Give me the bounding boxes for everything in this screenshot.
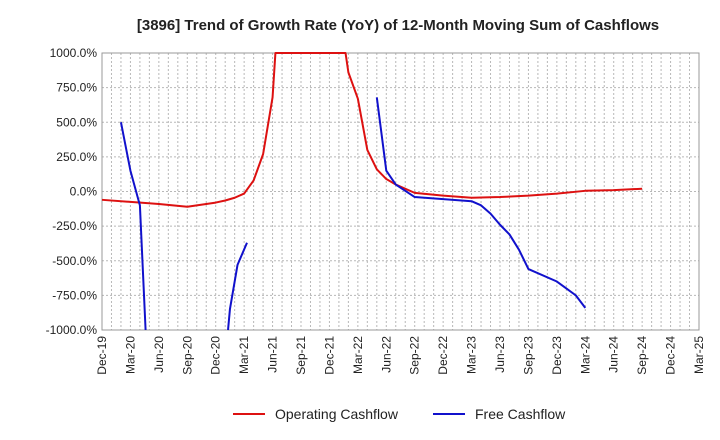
legend: Operating Cashflow Free Cashflow [233, 406, 566, 422]
y-tick-label: -250.0% [52, 219, 97, 233]
y-tick-label: 1000.0% [50, 46, 98, 60]
x-tick-label: Dec-22 [436, 336, 450, 375]
x-tick-label: Sep-20 [180, 336, 194, 375]
x-tick-label: Jun-20 [152, 336, 166, 373]
x-tick-label: Jun-24 [607, 336, 621, 373]
x-tick-label: Mar-22 [351, 336, 365, 374]
x-tick-label: Mar-23 [465, 336, 479, 374]
operating-cashflow-line [101, 52, 643, 208]
x-tick-label: Sep-23 [521, 336, 535, 375]
x-tick-label: Dec-19 [95, 336, 109, 375]
x-tick-label: Mar-25 [692, 336, 706, 374]
legend-label-free: Free Cashflow [475, 406, 566, 422]
x-tick-label: Mar-21 [237, 336, 251, 374]
y-tick-label: -750.0% [52, 288, 97, 302]
free-cashflow-line [119, 122, 147, 331]
x-tick-label: Jun-22 [379, 336, 393, 373]
y-tick-label: 750.0% [56, 81, 97, 95]
chart-title: [3896] Trend of Growth Rate (YoY) of 12-… [137, 17, 659, 34]
x-tick-label: Jun-21 [266, 336, 280, 373]
legend-label-operating: Operating Cashflow [275, 406, 399, 422]
x-tick-label: Dec-23 [550, 336, 564, 375]
y-tick-label: 0.0% [70, 185, 98, 199]
y-tick-label: -500.0% [52, 254, 97, 268]
x-tick-label: Dec-21 [322, 336, 336, 375]
x-tick-label: Sep-24 [635, 336, 649, 375]
y-axis-ticks: 1000.0% 750.0% 500.0% 250.0% 0.0% -250.0% -500… [46, 46, 98, 337]
grid [101, 52, 700, 331]
y-tick-label: 500.0% [56, 115, 97, 129]
free-cashflow-line [375, 97, 587, 309]
x-axis-ticks: Dec-19 Mar-20 Jun-20 Sep-20 Dec-20 Mar-21 Jun-… [95, 336, 706, 375]
plot-area-frame [101, 52, 700, 331]
y-tick-label: 250.0% [56, 150, 97, 164]
free-cashflow-line [227, 242, 248, 331]
x-tick-label: Sep-21 [294, 336, 308, 375]
x-tick-label: Mar-20 [123, 336, 137, 374]
x-tick-label: Mar-24 [578, 336, 592, 374]
x-tick-label: Sep-22 [408, 336, 422, 375]
x-tick-label: Jun-23 [493, 336, 507, 373]
series-lines [101, 52, 643, 331]
y-tick-label: -1000.0% [46, 323, 98, 337]
x-tick-label: Dec-20 [209, 336, 223, 375]
x-tick-label: Dec-24 [664, 336, 678, 375]
